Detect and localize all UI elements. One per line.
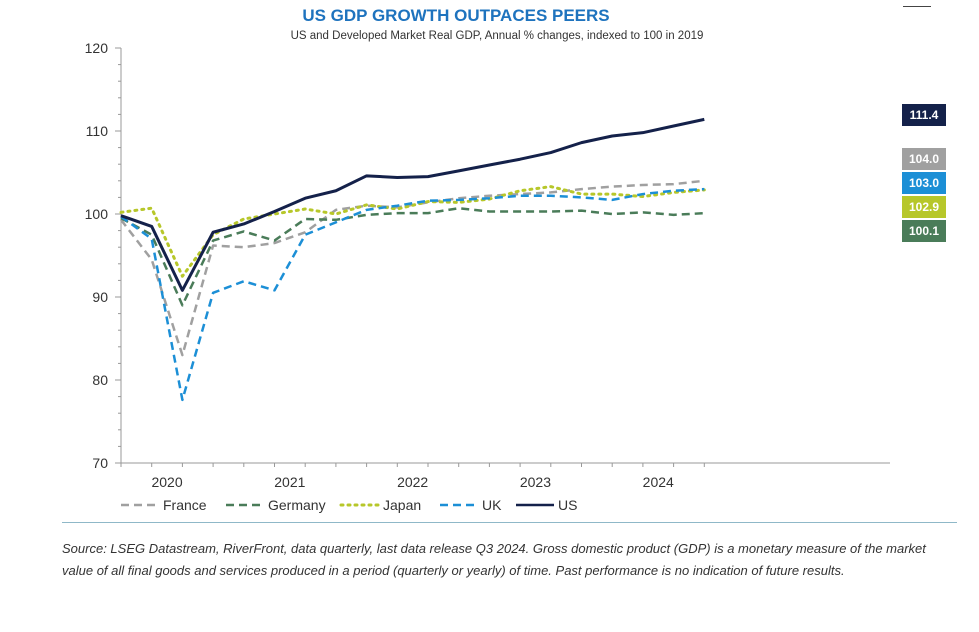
y-tick-label: 100 (85, 206, 109, 222)
badge-value: 100.1 (909, 224, 939, 238)
y-tick-label: 120 (85, 40, 109, 56)
end-badge-japan: 102.9 (902, 196, 946, 218)
legend-label: US (558, 497, 577, 513)
chart-divider (62, 522, 957, 523)
y-tick-label: 70 (92, 455, 108, 471)
chart-axes: 70 80 90 100 110 120 2020 2021 2022 2023 2024 (85, 40, 890, 490)
end-badge-us: 111.4 (902, 104, 946, 126)
gdp-line-chart: US GDP GROWTH OUTPACES PEERS US and Deve… (85, 6, 946, 513)
x-tick-label: 2024 (643, 474, 674, 490)
badge-value: 102.9 (909, 200, 939, 214)
legend-item-germany: Germany (226, 497, 326, 513)
chart-subtitle: US and Developed Market Real GDP, Annual… (291, 30, 704, 42)
legend-item-france: France (121, 497, 207, 513)
legend-label: Germany (268, 497, 326, 513)
x-tick-label: 2022 (397, 474, 428, 490)
badge-value: 104.0 (909, 152, 939, 166)
end-badge-uk: 103.0 (902, 172, 946, 194)
legend-label: UK (482, 497, 502, 513)
badge-value: 111.4 (910, 108, 939, 122)
legend-label: Japan (383, 497, 421, 513)
x-tick-label: 2020 (151, 474, 182, 490)
end-badge-germany: 100.1 (902, 220, 946, 242)
corner-mark (903, 0, 931, 7)
series-line-us (120, 117, 705, 292)
legend-item-us: US (516, 497, 577, 513)
x-tick-label: 2021 (274, 474, 305, 490)
badge-background (902, 196, 946, 218)
series-line-france (120, 179, 705, 357)
source-note: Source: LSEG Datastream, RiverFront, dat… (62, 541, 926, 578)
badge-background (902, 220, 946, 242)
y-tick-label: 110 (86, 123, 109, 139)
badge-background (902, 148, 946, 170)
badge-background (902, 104, 946, 126)
series-line-uk (120, 187, 705, 402)
badge-background (902, 172, 946, 194)
legend-label: France (163, 497, 207, 513)
x-tick-label: 2023 (520, 474, 551, 490)
end-badge-france: 104.0 (902, 148, 946, 170)
y-tick-label: 90 (92, 289, 108, 305)
legend-item-uk: UK (440, 497, 502, 513)
end-value-badges: 111.4 104.0 103.0 102.9 100.1 (902, 104, 946, 242)
chart-title: US GDP GROWTH OUTPACES PEERS (302, 6, 609, 25)
y-tick-label: 80 (92, 372, 108, 388)
chart-legend: France Germany Japan UK US (121, 497, 577, 513)
series-layer (119, 117, 706, 402)
badge-value: 103.0 (909, 176, 939, 190)
legend-item-japan: Japan (339, 497, 421, 513)
series-line-germany (120, 206, 705, 307)
